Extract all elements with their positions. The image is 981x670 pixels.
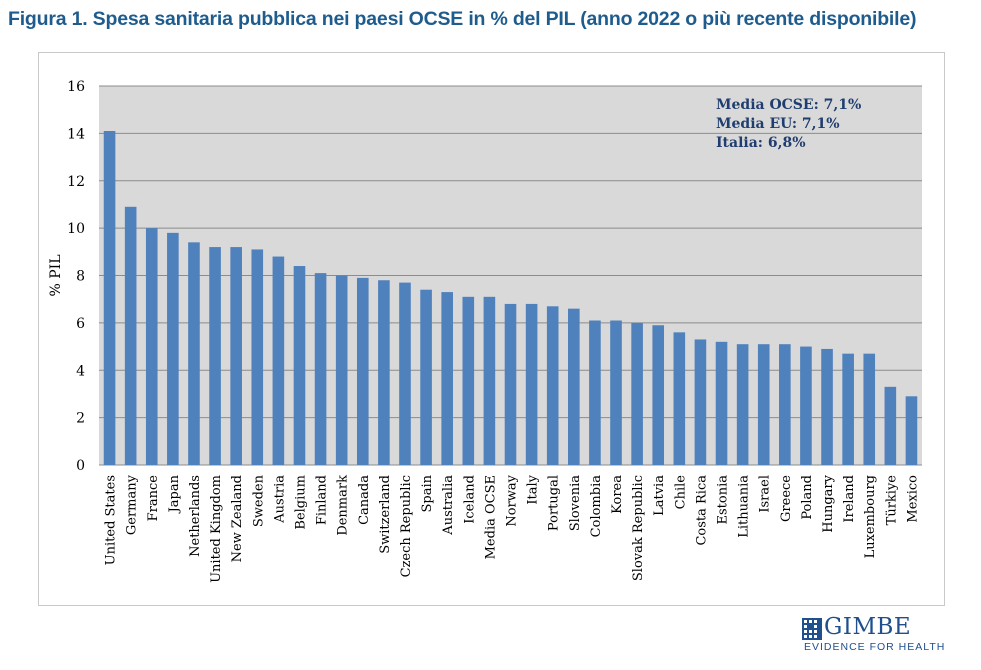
x-tick-label: Türkiye (884, 475, 899, 526)
y-tick-label: 12 (67, 174, 85, 190)
gimbe-logo: GIMBE EVIDENCE FOR HEALTH (802, 614, 944, 656)
x-tick-label: Korea (610, 475, 625, 514)
bar (251, 249, 264, 465)
bar (483, 296, 496, 465)
x-tick-label: Lithuania (737, 475, 752, 538)
bar (842, 353, 854, 465)
x-tick-label: Sweden (251, 474, 266, 527)
x-tick-label: Luxembourg (863, 475, 878, 558)
x-tick-label: Switzerland (378, 475, 393, 554)
x-tick-label: Media OCSE (483, 475, 498, 559)
bar (631, 322, 643, 465)
bar (272, 256, 285, 465)
x-tick-label: Israel (758, 475, 773, 513)
x-tick-label: Austria (272, 475, 287, 524)
bar (589, 320, 601, 465)
bar (378, 280, 390, 465)
bar (863, 353, 876, 465)
bar (504, 303, 517, 465)
x-tick-label: Germany (125, 474, 140, 535)
x-tick-label: Colombia (589, 475, 604, 538)
bar (356, 277, 369, 465)
x-tick-label: Latvia (652, 475, 667, 516)
y-tick-label: 14 (67, 126, 85, 142)
bar (800, 346, 812, 465)
bar (335, 275, 348, 465)
x-tick-label: Costa Rica (694, 475, 709, 546)
bar (188, 242, 200, 465)
bar (715, 341, 728, 465)
x-tick-label: Spain (420, 474, 435, 512)
bar (420, 289, 432, 465)
x-tick-label: France (146, 475, 161, 522)
x-tick-label: Czech Republic (399, 475, 414, 577)
bar (652, 325, 665, 465)
y-tick-label: 16 (67, 79, 85, 95)
bar (736, 344, 749, 465)
figure-title: Figura 1. Spesa sanitaria pubblica nei p… (8, 8, 917, 30)
bar (209, 247, 221, 465)
bar (399, 282, 411, 465)
y-tick-label: 8 (76, 269, 85, 285)
y-tick-label: 2 (76, 411, 85, 427)
annotation-label: Italia: 6,8% (716, 135, 806, 151)
x-tick-label: Belgium (293, 475, 308, 530)
bar (462, 296, 475, 465)
logo-tagline: EVIDENCE FOR HEALTH (804, 641, 946, 653)
x-tick-label: Finland (315, 475, 330, 525)
y-tick-label: 6 (76, 316, 85, 332)
x-tick-label: Mexico (905, 475, 920, 523)
bar (145, 228, 158, 465)
x-tick-label: Hungary (821, 474, 836, 532)
bar (821, 348, 833, 465)
annotation-label: Media OCSE: 7,1% (716, 97, 861, 113)
bar (230, 247, 242, 465)
bar (610, 320, 622, 465)
x-tick-label: Netherlands (188, 475, 203, 557)
bar (757, 344, 770, 465)
bar (694, 339, 707, 465)
x-tick-label: Portugal (547, 475, 562, 531)
bar (673, 332, 686, 465)
x-tick-label: United Kingdom (209, 475, 224, 583)
x-tick-label: Greece (779, 475, 794, 522)
x-tick-label: Canada (357, 475, 372, 525)
bar (124, 206, 137, 465)
x-tick-label: Norway (505, 474, 520, 526)
x-tick-label: Ireland (842, 475, 857, 523)
bar (779, 344, 791, 465)
x-tick-label: Iceland (462, 475, 477, 524)
bar (293, 266, 306, 465)
y-tick-label: 10 (67, 221, 85, 237)
x-tick-label: Slovenia (568, 475, 583, 531)
annotation-label: Media EU: 7,1% (716, 116, 840, 132)
y-tick-label: 4 (76, 363, 85, 379)
bar (525, 303, 538, 465)
bar (568, 308, 580, 465)
y-axis-label: % PIL (48, 255, 64, 297)
bar (167, 232, 179, 465)
x-tick-label: United States (104, 475, 119, 565)
bar (546, 306, 559, 465)
bar (441, 292, 453, 465)
bar (103, 131, 116, 465)
bar (314, 273, 327, 465)
y-tick-label: 0 (76, 458, 85, 474)
x-tick-label: Chile (673, 475, 688, 510)
logo-mark-icon (802, 618, 822, 640)
x-tick-label: Poland (800, 475, 815, 520)
x-tick-label: Estonia (716, 475, 731, 525)
logo-name: GIMBE (824, 614, 912, 640)
x-tick-label: Italy (526, 474, 541, 504)
x-tick-label: Slovak Republic (631, 475, 646, 581)
x-tick-label: Japan (167, 474, 182, 514)
x-tick-label: New Zealand (230, 475, 245, 562)
x-tick-label: Australia (441, 475, 456, 536)
bar (905, 396, 918, 465)
x-tick-label: Denmark (336, 475, 351, 536)
bar (884, 386, 897, 465)
